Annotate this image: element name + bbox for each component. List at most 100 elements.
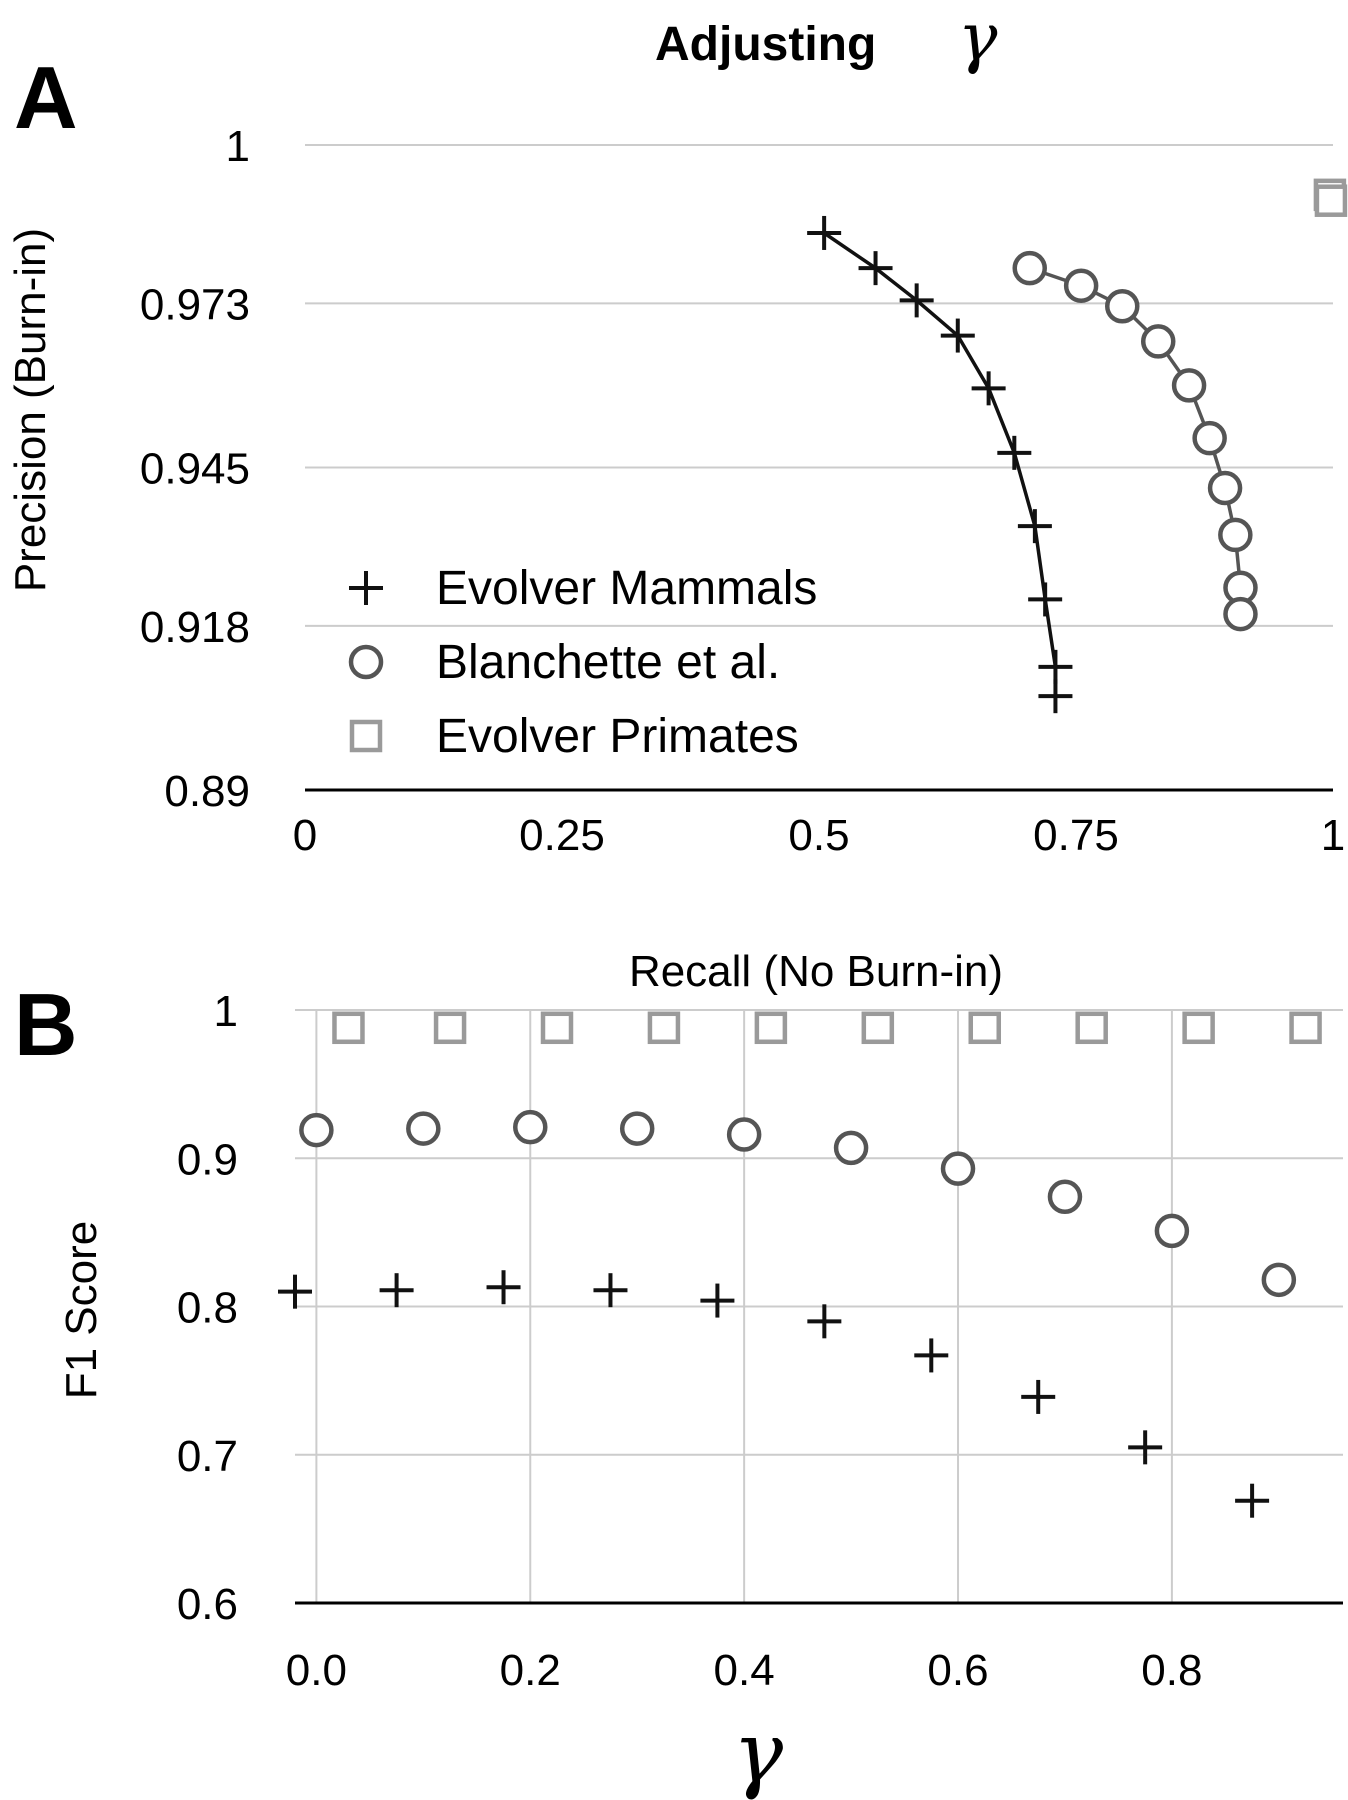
series-blanchette-et-al- (1012, 250, 1258, 632)
data-point (1261, 1262, 1297, 1298)
data-point (971, 371, 1006, 406)
series-evolver-mammals (278, 1270, 1270, 1518)
data-point (1028, 582, 1063, 617)
x-tick-label: 1 (1321, 811, 1345, 860)
legend-item: Evolver Mammals (349, 562, 817, 615)
panel-label-b: B (14, 975, 78, 1074)
data-point (1038, 679, 1073, 714)
series-evolver-primates (332, 1011, 1322, 1045)
data-point (1207, 470, 1243, 506)
chart-b-y-ticks: 0.6 0.7 0.8 0.9 1 (177, 987, 238, 1629)
chart-b-grid (295, 1009, 1343, 1603)
y-tick-label: 0.8 (177, 1284, 238, 1333)
data-point (940, 318, 975, 353)
data-point (807, 215, 842, 250)
data-point (332, 1011, 365, 1045)
data-point (1063, 268, 1099, 303)
x-tick-label: 0.25 (519, 811, 605, 860)
data-point (1171, 368, 1207, 403)
legend-item: Blanchette et al. (348, 636, 780, 689)
data-point (1075, 1011, 1108, 1045)
chart-b-series (278, 1011, 1322, 1518)
data-point (619, 1111, 655, 1146)
chart-a-x-ticks: 0 0.25 0.5 0.75 1 (293, 811, 1345, 860)
x-tick-label: 0.75 (1033, 811, 1119, 860)
y-tick-label: 0.973 (140, 280, 250, 329)
chart-b-y-axis-label: F1 Score (57, 1221, 106, 1400)
y-tick-label: 0.6 (177, 1580, 238, 1629)
panel-a: A Adjusting γ 0.89 0.918 0.945 0.973 1 0 0.25… (6, 0, 1348, 996)
legend-item: Evolver Primates (349, 710, 799, 763)
series-evolver-primates (1313, 178, 1348, 217)
chart-a-title-symbol: γ (958, 0, 998, 76)
y-tick-label: 0.9 (177, 1135, 238, 1184)
data-point (726, 1117, 762, 1152)
data-point (1289, 1011, 1322, 1045)
data-point (1223, 596, 1258, 632)
data-point (1154, 1213, 1190, 1249)
data-point (858, 251, 893, 286)
y-tick-label: 1 (226, 122, 250, 171)
chart-b-x-axis-label: γ (733, 1704, 784, 1800)
data-point (1182, 1011, 1215, 1045)
data-point (807, 1304, 842, 1339)
data-point (914, 1338, 949, 1373)
data-point (940, 1151, 976, 1186)
legend-label: Evolver Primates (436, 710, 799, 763)
y-tick-label: 0.945 (140, 445, 250, 494)
data-point (1192, 420, 1227, 456)
y-tick-label: 0.7 (177, 1432, 238, 1481)
x-tick-label: 0.8 (1141, 1646, 1202, 1695)
data-point (1038, 649, 1073, 684)
chart-a-x-axis-label: Recall (No Burn-in) (629, 947, 1003, 996)
data-point (513, 1109, 548, 1145)
series-line (1029, 266, 1243, 615)
x-tick-label: 0.2 (500, 1646, 561, 1695)
legend-marker (349, 571, 383, 605)
data-point (997, 435, 1032, 470)
data-point (593, 1273, 628, 1308)
legend-label: Blanchette et al. (436, 636, 780, 689)
chart-a-legend: Evolver Mammals Blanchette et al. Evolver … (348, 562, 817, 763)
data-point (1128, 1430, 1163, 1465)
chart-a-y-axis-label: Precision (Burn-in) (6, 228, 55, 592)
data-point (1021, 1379, 1056, 1414)
data-point (833, 1130, 869, 1166)
chart-a-grid (305, 144, 1333, 627)
data-point (1235, 1483, 1270, 1518)
y-tick-label: 0.918 (140, 603, 250, 652)
data-point (647, 1011, 681, 1045)
y-tick-label: 1 (214, 987, 238, 1036)
y-tick-label: 0.89 (164, 767, 250, 816)
series-evolver-mammals (807, 215, 1073, 714)
chart-a-series (807, 178, 1348, 714)
x-tick-label: 0 (293, 811, 317, 860)
data-point (278, 1274, 312, 1309)
x-tick-label: 0.5 (788, 811, 849, 860)
panel-label-a: A (14, 48, 78, 147)
legend-marker (348, 644, 384, 680)
series-blanchette-et-al- (299, 1109, 1297, 1298)
panel-b: B 0.6 0.7 0.8 0.9 1 0.0 0.2 0.4 0.6 0.8 F1 Score… (14, 975, 1343, 1800)
data-point (1017, 509, 1052, 544)
data-point (1140, 324, 1176, 359)
data-point (1218, 517, 1253, 553)
chart-b-x-ticks: 0.0 0.2 0.4 0.6 0.8 (286, 1646, 1203, 1695)
x-tick-label: 0.0 (286, 1646, 347, 1695)
data-point (861, 1011, 895, 1045)
chart-a-title: Adjusting (655, 18, 876, 71)
chart-a-y-ticks: 0.89 0.918 0.945 0.973 1 (140, 122, 250, 816)
data-point (1047, 1179, 1083, 1215)
x-tick-label: 0.6 (927, 1646, 988, 1695)
data-point (433, 1011, 467, 1045)
data-point (540, 1011, 574, 1045)
legend-label: Evolver Mammals (436, 562, 817, 615)
data-point (1012, 250, 1047, 286)
data-point (754, 1011, 788, 1045)
data-point (299, 1112, 334, 1148)
data-point (406, 1111, 441, 1146)
data-point (700, 1283, 735, 1318)
data-point (379, 1273, 414, 1308)
data-point (1105, 289, 1140, 324)
data-point (899, 283, 934, 318)
